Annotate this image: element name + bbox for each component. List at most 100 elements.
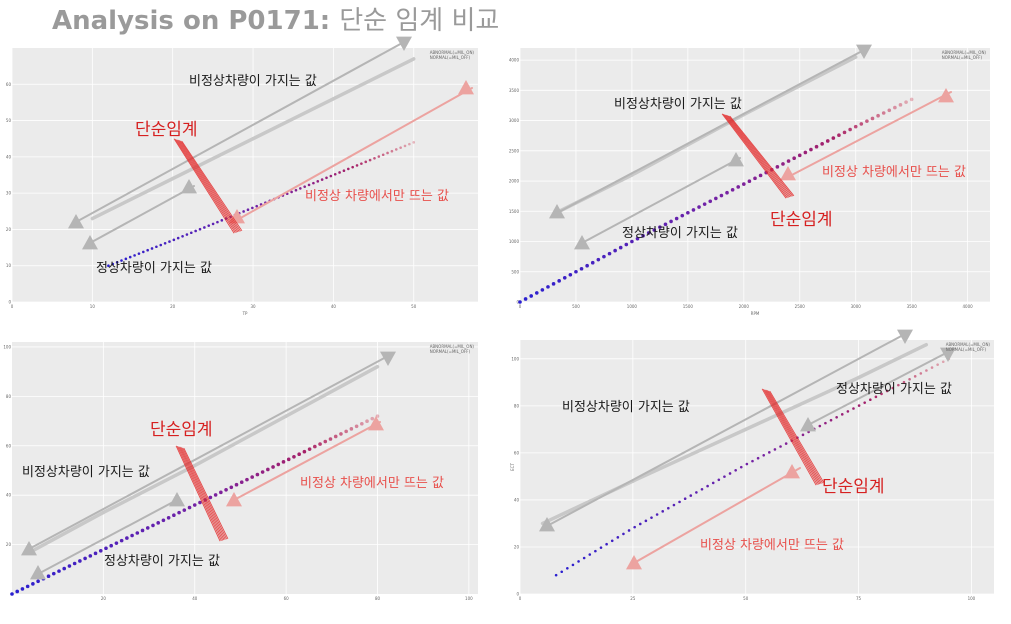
legend-entry: NORMAL(=MIL_OFF) [945, 347, 987, 352]
x-tick-label: 40 [192, 596, 198, 601]
series-normal-point [78, 559, 82, 563]
series-normal-point [585, 263, 589, 268]
series-normal-point [292, 454, 296, 459]
series-normal-point [245, 477, 249, 482]
series-normal-point [192, 503, 197, 507]
x-tick-label: 500 [572, 304, 580, 309]
series-normal-point [730, 188, 735, 192]
series-normal-point [936, 363, 939, 366]
threshold-stroke [761, 388, 817, 486]
chart-legend: ABNORMAL(=MIL_ON) NORMAL(=MIL_OFF) [430, 344, 474, 354]
series-normal-point [540, 288, 545, 292]
series-normal-point [51, 571, 56, 576]
slide-title-en: Analysis on P0171: [52, 6, 331, 36]
y-tick-label: 2500 [509, 148, 520, 153]
x-tick-label: 2000 [739, 304, 750, 309]
chart-panel-bottom-left: 20 40 60 80 100 20 40 60 80 100 ABNORMAL(=MIL_ON) N… [3, 336, 484, 608]
series-normal-point [168, 240, 171, 243]
x-tick-label: 40 [331, 304, 337, 309]
y-tick-label: 3500 [509, 88, 520, 93]
annotation-abnormal-only-values: 비정상 차량에서만 뜨는 값 [305, 189, 449, 204]
abnormal-only-arrow [633, 467, 801, 564]
series-normal-point [562, 276, 567, 280]
x-tick-label: 4000 [963, 304, 974, 309]
series-normal-point [370, 416, 375, 421]
x-tick-label: 3500 [907, 304, 918, 309]
x-tick-label: 0 [519, 596, 522, 601]
series-normal-point [773, 448, 777, 451]
threshold-stroke [766, 390, 822, 484]
grey-triangle-marker [728, 152, 744, 167]
series-normal-point [109, 543, 114, 548]
y-tick-label: 500 [511, 269, 519, 274]
red-triangle-marker [458, 80, 474, 95]
x-tick-label: 80 [375, 596, 381, 601]
series-abnormal-segment [331, 57, 416, 101]
series-normal-point [303, 185, 306, 188]
series-normal-point [98, 549, 103, 553]
x-tick-label: 20 [101, 596, 107, 601]
red-triangle-marker [784, 464, 800, 479]
red-triangle-marker [226, 492, 242, 507]
series-normal-point [189, 231, 193, 235]
series-normal-point [734, 469, 737, 472]
y-tick-label: 0 [8, 300, 11, 305]
series-normal-point [140, 528, 145, 533]
x-tick-label: 3000 [851, 304, 862, 309]
series-normal-point [829, 418, 833, 422]
slide-title: Analysis on P0171: 단순 임계 비교 [52, 0, 499, 37]
y-tick-label: 60 [6, 82, 12, 87]
series-normal-point [294, 188, 298, 192]
series-abnormal-segment [284, 364, 380, 418]
series-normal-point [246, 208, 250, 212]
series-normal-point [368, 158, 372, 162]
series-normal-point [745, 462, 749, 466]
series-normal-point [663, 222, 668, 227]
series-normal-point [290, 190, 293, 194]
abnormal-only-arrow [236, 87, 473, 221]
chart-panel-ect: 0 25 50 75 100 0 20 40 60 80 100 ECT ABNORMAL(=MIL_O… [510, 329, 1000, 608]
series-normal-point [128, 255, 132, 259]
series-normal-point [208, 495, 213, 500]
series-normal-point [618, 245, 623, 250]
plot-background [12, 48, 478, 302]
series-normal-point [328, 437, 333, 441]
series-normal-point [630, 239, 634, 244]
series-normal-point [633, 525, 636, 529]
series-normal-point [635, 236, 640, 241]
series-normal-point [904, 100, 908, 104]
legend-entry: ABNORMAL(=MIL_ON) [429, 50, 474, 55]
series-normal-point [229, 485, 234, 490]
series-normal-point [863, 401, 866, 404]
series-normal-point [198, 500, 202, 505]
threshold-stroke [728, 115, 793, 197]
series-normal-point [266, 467, 270, 472]
chart-legend: ABNORMAL(=MIL_ON) NORMAL(=MIL_OFF) [430, 50, 474, 60]
series-normal-point [857, 404, 861, 407]
grey-triangle-marker [169, 492, 185, 507]
series-normal-point [853, 124, 858, 129]
series-normal-point [546, 285, 550, 289]
series-normal-point [717, 478, 721, 482]
series-normal-point [120, 259, 123, 262]
series-normal-point [568, 272, 573, 277]
series-normal-point [646, 231, 651, 235]
series-normal-point [155, 245, 158, 249]
series-normal-point [880, 392, 883, 396]
series-normal-point [753, 176, 757, 181]
legend-entry: NORMAL(=MIL_OFF) [941, 55, 983, 60]
legend-entry: NORMAL(=MIL_OFF) [429, 55, 471, 60]
series-normal-point [859, 122, 864, 126]
y-tick-label: 20 [6, 227, 12, 232]
series-normal-point [286, 457, 291, 462]
series-abnormal-segment [251, 97, 336, 141]
y-tick-label: 50 [6, 118, 12, 123]
annotation-threshold: 단순임계 [770, 210, 833, 230]
series-normal-point [31, 582, 35, 586]
threshold-stroke [181, 140, 243, 232]
grey-triangle-marker [897, 329, 913, 344]
y-tick-label: 40 [6, 154, 12, 159]
series-normal-point [566, 567, 569, 570]
grey-triangle-marker [574, 235, 590, 250]
series-normal-point [582, 556, 586, 560]
